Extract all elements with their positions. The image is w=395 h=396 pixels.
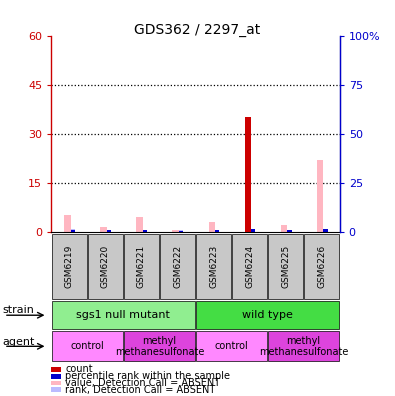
Text: GSM6226: GSM6226 xyxy=(317,245,326,288)
Bar xyxy=(323,229,327,232)
Bar xyxy=(100,227,107,232)
Text: GSM6219: GSM6219 xyxy=(65,245,74,288)
Text: GSM6223: GSM6223 xyxy=(209,245,218,288)
Text: percentile rank within the sample: percentile rank within the sample xyxy=(65,371,230,381)
Text: GSM6222: GSM6222 xyxy=(173,245,182,288)
Bar xyxy=(179,230,183,232)
Bar xyxy=(64,215,71,232)
Bar xyxy=(136,217,143,232)
Text: GSM6225: GSM6225 xyxy=(281,245,290,288)
Text: strain: strain xyxy=(2,305,34,316)
Bar xyxy=(71,229,75,232)
Text: rank, Detection Call = ABSENT: rank, Detection Call = ABSENT xyxy=(65,385,215,395)
Text: control: control xyxy=(215,341,248,351)
Text: wild type: wild type xyxy=(242,310,293,320)
Text: agent: agent xyxy=(2,337,34,346)
Bar xyxy=(143,230,147,232)
Bar xyxy=(107,230,111,232)
Bar xyxy=(215,230,219,232)
Bar xyxy=(280,225,287,232)
Bar xyxy=(287,230,292,232)
Bar xyxy=(107,230,111,232)
Text: control: control xyxy=(71,341,104,351)
Text: GSM6224: GSM6224 xyxy=(245,245,254,288)
Text: GDS362 / 2297_at: GDS362 / 2297_at xyxy=(134,23,261,37)
Text: methyl
methanesulfonate: methyl methanesulfonate xyxy=(259,335,348,357)
Bar xyxy=(323,229,327,232)
Bar xyxy=(215,230,219,232)
Bar xyxy=(251,229,256,232)
Bar xyxy=(71,230,75,232)
Text: GSM6221: GSM6221 xyxy=(137,245,146,288)
Bar xyxy=(179,231,183,232)
Text: GSM6220: GSM6220 xyxy=(101,245,110,288)
Text: methyl
methanesulfonate: methyl methanesulfonate xyxy=(115,335,204,357)
Bar xyxy=(287,230,292,232)
Text: count: count xyxy=(65,364,93,375)
Text: value, Detection Call = ABSENT: value, Detection Call = ABSENT xyxy=(65,378,220,388)
Bar xyxy=(317,160,323,232)
Bar xyxy=(173,230,179,232)
Bar xyxy=(143,230,147,232)
Bar xyxy=(245,117,251,232)
Text: sgs1 null mutant: sgs1 null mutant xyxy=(77,310,170,320)
Bar xyxy=(209,222,215,232)
